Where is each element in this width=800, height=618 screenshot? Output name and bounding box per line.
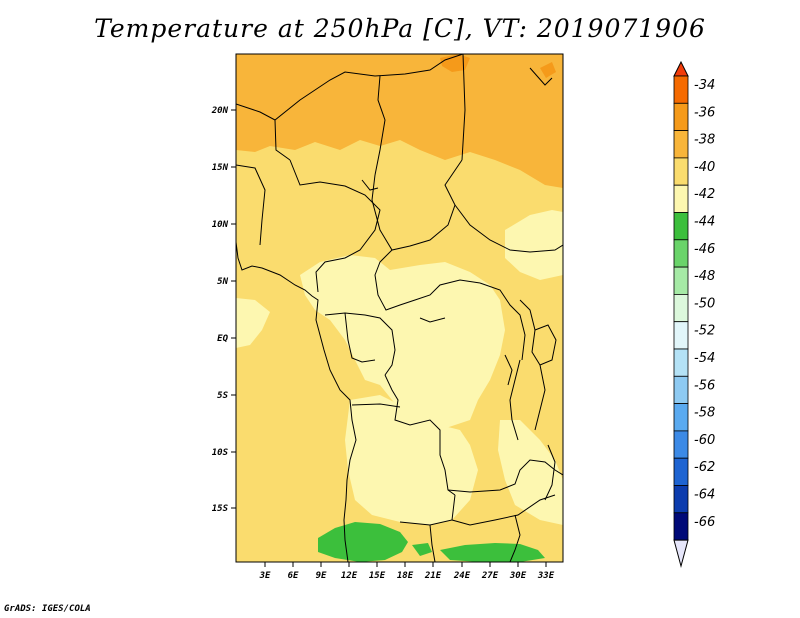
field-band-42e xyxy=(236,298,270,348)
field-band-36 xyxy=(440,54,470,72)
colorbar-swatch xyxy=(673,75,689,104)
lat-label: 15N xyxy=(212,163,229,173)
map-frame xyxy=(235,53,564,563)
colorbar: -34 -36 -38 -40 -42 -44 -46 -48 -50 -52 -54 -56 -58 -… xyxy=(673,60,715,569)
colorbar-label: -54 xyxy=(694,351,715,366)
colorbar-label: -58 xyxy=(694,406,715,421)
colorbar-label: -48 xyxy=(694,269,715,284)
lon-label: 6E xyxy=(288,571,299,581)
lat-label: 15S xyxy=(212,504,229,514)
lon-label: 30E xyxy=(509,571,527,581)
lat-label: EQ xyxy=(217,334,228,344)
colorbar-swatch xyxy=(673,512,689,541)
colorbar-label: -50 xyxy=(694,296,715,311)
colorbar-swatch xyxy=(673,375,689,404)
latitude-axis: 20N 15N 10N 5N EQ 5S 10S 15S xyxy=(211,106,236,514)
colorbar-label: -62 xyxy=(694,460,715,475)
colorbar-swatch xyxy=(673,184,689,213)
lon-label: 21E xyxy=(424,571,442,581)
field-band-42c xyxy=(345,395,478,525)
lon-label: 27E xyxy=(481,571,499,581)
colorbar-swatch xyxy=(673,457,689,486)
colorbar-label: -38 xyxy=(694,133,715,148)
colorbar-label: -56 xyxy=(694,378,715,393)
colorbar-swatch xyxy=(673,430,689,459)
lon-label: 12E xyxy=(341,571,358,581)
colorbar-label: -64 xyxy=(694,488,715,503)
lon-label: 15E xyxy=(369,571,386,581)
colorbar-swatch xyxy=(673,157,689,186)
colorbar-label: -66 xyxy=(694,515,715,530)
colorbar-label: -36 xyxy=(694,105,715,120)
colorbar-label: -42 xyxy=(694,187,715,202)
lat-label: 5S xyxy=(217,391,228,401)
lon-label: 24E xyxy=(453,571,471,581)
lon-label: 33E xyxy=(537,571,555,581)
temperature-field xyxy=(236,54,563,562)
colorbar-label: -60 xyxy=(694,433,715,448)
field-band-42b xyxy=(505,210,563,280)
colorbar-label: -46 xyxy=(694,242,715,257)
lat-label: 10S xyxy=(212,448,229,458)
map-title: Temperature at 250hPa [C], VT: 201907190… xyxy=(94,14,706,43)
colorbar-label: -52 xyxy=(694,324,715,339)
field-band-36b xyxy=(540,62,556,78)
lat-label: 10N xyxy=(212,220,229,230)
lon-label: 3E xyxy=(259,571,271,581)
field-band-42a xyxy=(300,255,505,430)
longitude-axis: 3E 6E 9E 12E 15E 18E 21E 24E 27E 30E 33E xyxy=(259,562,555,581)
colorbar-swatch xyxy=(673,293,689,323)
colorbar-swatch xyxy=(673,239,689,268)
field-band-44b xyxy=(412,543,432,556)
lon-label: 9E xyxy=(316,571,327,581)
field-band-44a xyxy=(318,522,408,562)
colorbar-swatch xyxy=(673,485,689,514)
lon-label: 18E xyxy=(397,571,414,581)
colorbar-swatch xyxy=(673,321,689,350)
field-band-38 xyxy=(236,54,563,188)
colorbar-label: -40 xyxy=(694,160,715,175)
field-band-42d xyxy=(498,420,563,525)
colorbar-swatch xyxy=(673,212,689,241)
colorbar-swatch xyxy=(673,403,689,432)
lat-label: 20N xyxy=(211,106,229,116)
field-band-44c xyxy=(440,543,545,562)
colorbar-swatch xyxy=(673,348,689,377)
country-borders xyxy=(236,54,563,562)
grads-credit: GrADS: IGES/COLA xyxy=(4,604,91,614)
colorbar-label: -44 xyxy=(694,215,715,230)
colorbar-swatch xyxy=(673,266,689,295)
lat-label: 5N xyxy=(217,277,228,287)
colorbar-bottom-arrow xyxy=(673,539,689,569)
colorbar-swatch xyxy=(673,102,689,132)
colorbar-swatch xyxy=(673,130,689,159)
colorbar-top-arrow xyxy=(673,60,689,77)
colorbar-label: -34 xyxy=(694,78,715,93)
